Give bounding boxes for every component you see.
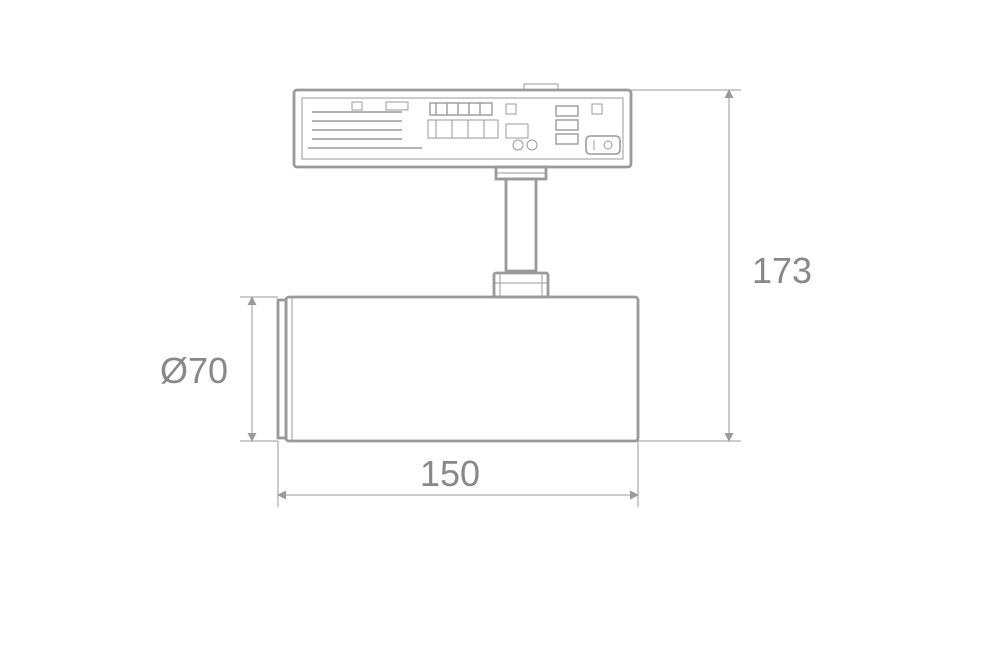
dim-height-label: 173 [752, 250, 812, 291]
dim-diameter-label: Ø70 [160, 350, 228, 391]
dimension-labels: 150 173 Ø70 [160, 250, 812, 494]
dimension-lines [240, 90, 741, 507]
technical-drawing: 150 173 Ø70 [0, 0, 1000, 649]
dim-width-label: 150 [420, 453, 480, 494]
product-outline [278, 84, 638, 441]
